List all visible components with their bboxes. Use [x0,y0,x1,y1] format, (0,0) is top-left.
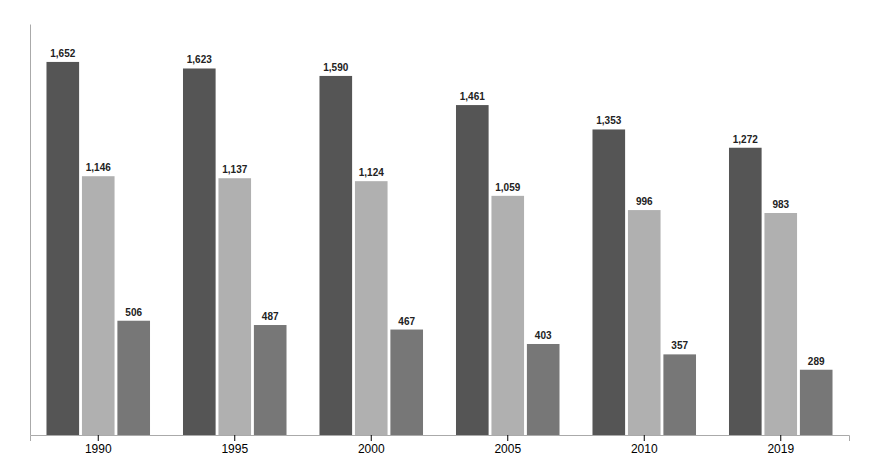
x-tick-label: 2010 [631,442,658,456]
bar [390,330,423,435]
x-tick-label: 1990 [85,442,112,456]
bar [628,210,661,435]
data-label: 357 [671,340,688,351]
data-label: 467 [398,316,415,327]
bar [491,196,524,435]
data-label: 1,124 [359,167,384,178]
bar [183,68,216,435]
data-label: 1,353 [596,115,621,126]
data-label: 1,059 [495,182,520,193]
x-axis: 1990 1995 2000 2005 2010 2019 [31,435,850,456]
bar [729,148,762,435]
data-label: 1,272 [733,134,758,145]
bar [592,129,625,435]
bar [456,105,489,435]
data-label: 1,652 [50,48,75,59]
bar [254,325,287,435]
bar [117,321,150,435]
data-label: 1,137 [222,164,247,175]
x-tick: 1990 [85,435,112,456]
data-label: 506 [125,307,142,318]
x-tick-label: 2000 [358,442,385,456]
x-tick-label: 2019 [767,442,794,456]
series [117,321,832,435]
bar [355,181,388,435]
x-tick: 2005 [494,435,521,456]
data-label: 403 [535,330,552,341]
bar [663,354,696,435]
data-label: 487 [262,311,279,322]
x-tick: 1995 [221,435,248,456]
series [82,176,797,435]
bars [46,62,832,435]
x-tick-mark [507,435,508,441]
bar [82,176,115,435]
data-label: 996 [636,196,653,207]
x-tick: 2019 [767,435,794,456]
x-tick-mark [371,435,372,441]
chart: 1,652 1,623 1,590 1,461 1,353 1,272 1,146 1,137… [0,0,869,475]
x-tick-mark [780,435,781,441]
x-tick-mark [644,435,645,441]
data-label: 1,461 [460,91,485,102]
bar [527,344,560,435]
y-axis-line [30,25,31,436]
x-tick-label: 2005 [494,442,521,456]
data-labels: 1,652 1,623 1,590 1,461 1,353 1,272 1,146 1,137… [50,48,825,367]
bar [46,62,79,435]
x-axis-line [31,436,850,442]
data-label: 1,590 [323,62,348,73]
bar [800,370,833,435]
bar [319,76,352,435]
x-tick: 2010 [631,435,658,456]
data-label: 1,146 [86,162,111,173]
plot: 1,652 1,623 1,590 1,461 1,353 1,272 1,146 1,137… [31,25,850,456]
y-axis [30,25,31,436]
x-tick-mark [98,435,99,441]
bar [218,178,251,435]
data-label: 983 [772,199,789,210]
series [46,62,761,435]
x-tick-label: 1995 [221,442,248,456]
data-label: 1,623 [187,54,212,65]
x-tick-mark [234,435,235,441]
x-tick: 2000 [358,435,385,456]
data-label: 289 [808,356,825,367]
bar [764,213,797,435]
